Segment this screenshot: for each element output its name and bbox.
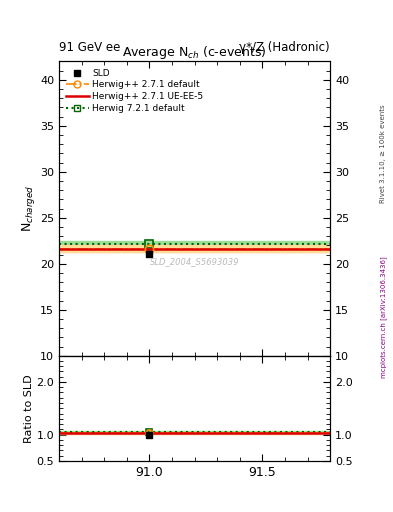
- Legend: SLD, Herwig++ 2.7.1 default, Herwig++ 2.7.1 UE-EE-5, Herwig 7.2.1 default: SLD, Herwig++ 2.7.1 default, Herwig++ 2.…: [63, 66, 206, 116]
- Title: Average N$_{ch}$ (c-events): Average N$_{ch}$ (c-events): [122, 45, 267, 61]
- Text: SLD_2004_S5693039: SLD_2004_S5693039: [150, 257, 239, 266]
- Text: Rivet 3.1.10, ≥ 100k events: Rivet 3.1.10, ≥ 100k events: [380, 104, 386, 203]
- Text: mcplots.cern.ch [arXiv:1306.3436]: mcplots.cern.ch [arXiv:1306.3436]: [380, 257, 387, 378]
- Y-axis label: Ratio to SLD: Ratio to SLD: [24, 374, 33, 442]
- Y-axis label: N$_{charged}$: N$_{charged}$: [20, 185, 37, 232]
- Text: 91 GeV ee: 91 GeV ee: [59, 41, 120, 54]
- Text: γ*/Z (Hadronic): γ*/Z (Hadronic): [239, 41, 330, 54]
